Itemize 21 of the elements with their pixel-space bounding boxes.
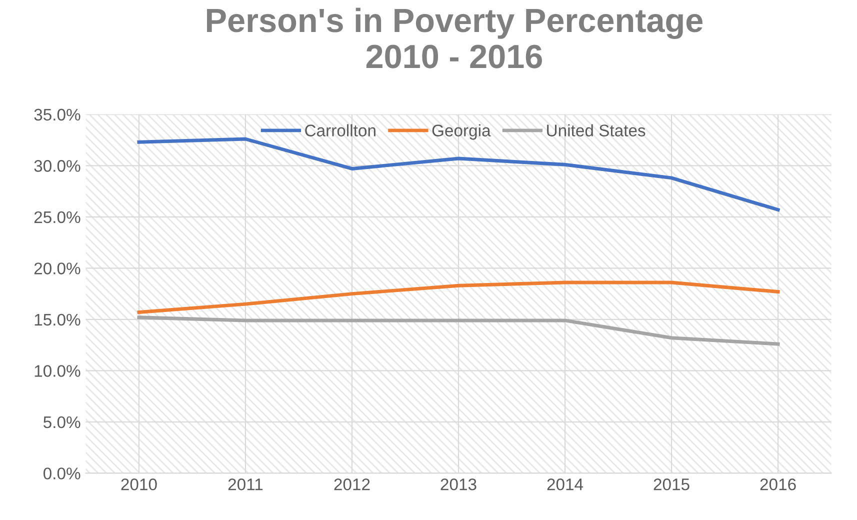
legend-label: United States [547,124,646,136]
chart-title: Person's in Poverty Percentage 2010 - 2016 [207,8,703,68]
line-series [137,316,780,346]
y-tick-label: 35.0% [34,108,80,121]
line-series [137,280,780,314]
y-tick-label: 25.0% [34,211,80,224]
y-tick-label: 5.0% [44,416,80,428]
y-tick-label: 30.0% [34,160,80,172]
y-tick-label: 0.0% [44,468,80,480]
legend-label: Carrollton [305,124,376,136]
x-tick-label: 2011 [228,478,263,490]
y-tick-label: 15.0% [34,314,80,326]
legend-label: Georgia [432,124,491,140]
x-tick-label: 2012 [334,478,370,490]
x-tick-label: 2014 [547,478,584,490]
x-tick-label: 2016 [760,478,796,490]
y-tick-label: 10.0% [34,365,80,377]
x-tick-label: 2013 [440,478,476,490]
x-tick-label: 2010 [121,478,157,490]
y-tick-label: 20.0% [34,262,80,274]
x-tick-label: 2015 [654,478,690,490]
